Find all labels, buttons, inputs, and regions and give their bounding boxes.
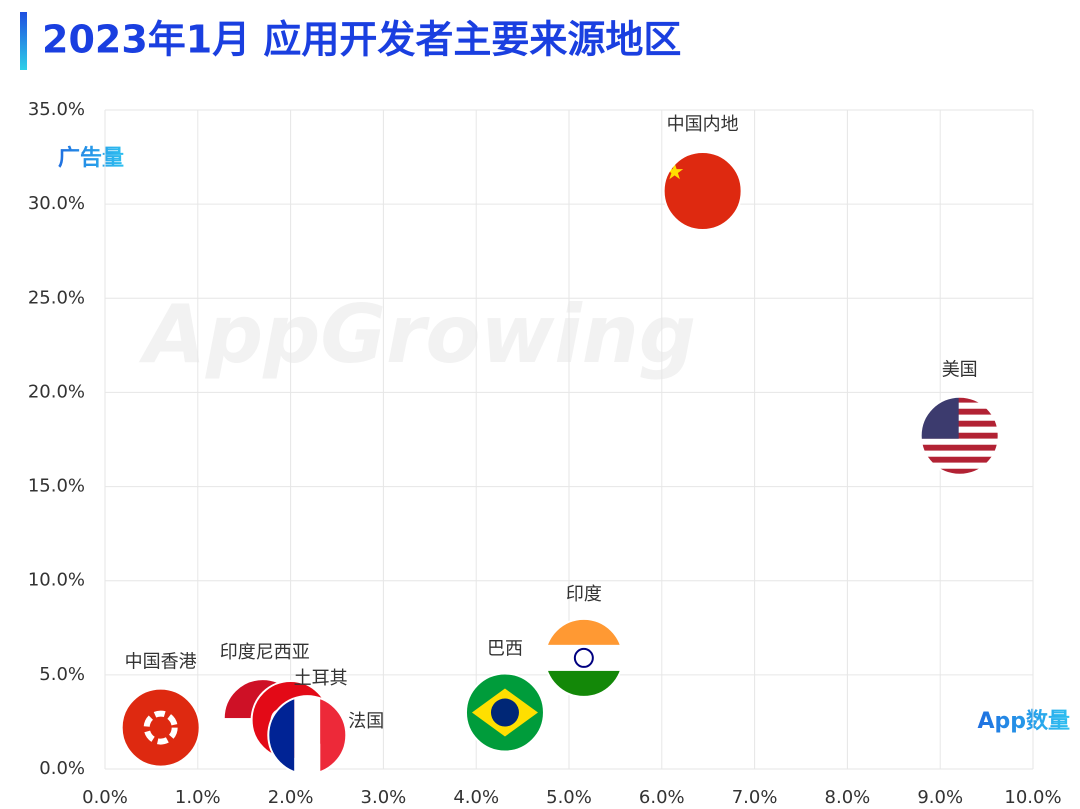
flag [121,688,200,767]
y-tick-label: 0.0% [39,758,85,779]
y-tick-label: 5.0% [39,664,85,685]
flag-stripe [920,438,999,445]
flag-star [666,162,684,180]
x-tick-label: 5.0% [546,787,592,808]
point-label: 巴西 [487,639,523,660]
flag-stripe [920,396,999,403]
y-tick-label: 15.0% [28,476,85,497]
y-tick-label: 10.0% [28,570,85,591]
x-tick-label: 2.0% [268,787,314,808]
x-tick-label: 9.0% [917,787,963,808]
x-tick-label: 4.0% [453,787,499,808]
flag [465,673,544,752]
flag-stripe [920,450,999,457]
flag-stripe [320,696,347,775]
x-tick-label: 7.0% [732,787,778,808]
title-accent [20,12,27,70]
flag [920,396,999,475]
flag-flower [143,710,178,745]
point [464,672,545,753]
flag-stripe [920,408,999,415]
x-axis-label: App数量 [977,708,1070,734]
watermark: AppGrowing [138,288,696,381]
flag-stripe [920,456,999,463]
point-label: 法国 [348,711,384,732]
flag-stripe [920,462,999,469]
x-tick-label: 8.0% [825,787,871,808]
x-tick-label: 3.0% [361,787,407,808]
flag-stripe [920,402,999,409]
flag-stripe [544,670,623,697]
flag-field [663,151,742,230]
y-tick-label: 30.0% [28,193,85,214]
chart-title: 2023年1月 应用开发者主要来源地区 [42,18,681,62]
flag-stripe [920,420,999,427]
flag-stripe [920,414,999,421]
point-label: 中国内地 [667,114,739,135]
flag-globe [490,698,519,727]
x-tick-label: 6.0% [639,787,685,808]
y-axis-label: 广告量 [58,145,124,171]
point [662,150,743,231]
x-tick-label: 10.0% [1004,787,1061,808]
flag-field [121,688,200,767]
flag-stripe [920,444,999,451]
x-tick-label: 1.0% [175,787,221,808]
point-label: 印度尼西亚 [220,642,310,663]
x-tick-label: 0.0% [82,787,128,808]
point [919,395,1000,476]
flag-stripe [544,618,623,645]
point-label: 中国香港 [125,652,197,673]
point-label: 印度 [566,584,602,605]
y-tick-label: 35.0% [28,99,85,120]
y-tick-label: 20.0% [28,381,85,402]
point [267,695,348,776]
flag [663,151,742,230]
flag-wheel [573,647,594,668]
flag-stripe [920,468,999,475]
point [543,617,624,698]
y-tick-label: 25.0% [28,287,85,308]
flag-stripe [920,426,999,433]
flag-stripe [920,432,999,439]
point [120,687,201,768]
flag-stripe [294,696,321,775]
point-label: 美国 [942,360,978,381]
point-label: 土耳其 [294,668,348,689]
